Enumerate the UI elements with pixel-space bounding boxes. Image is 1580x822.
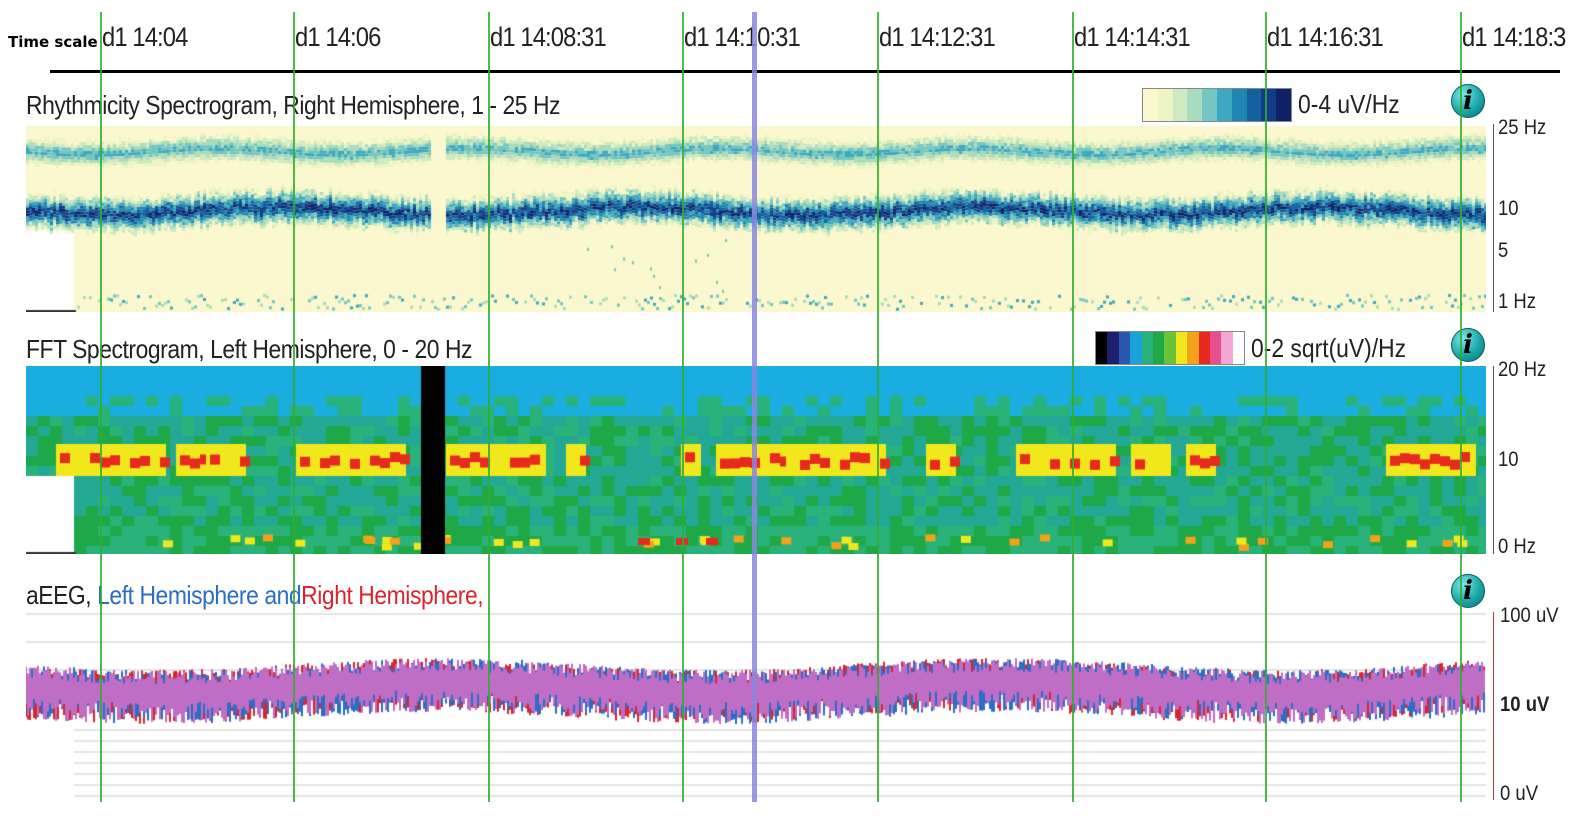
time-gridline bbox=[1265, 12, 1267, 802]
aeeg-title-prefix: aEEG, bbox=[26, 580, 92, 610]
time-gridline bbox=[682, 12, 684, 802]
time-gridline bbox=[100, 12, 102, 802]
legend-swatch bbox=[1152, 332, 1165, 364]
time-tick-label: d1 14:08:31 bbox=[490, 22, 607, 52]
legend-swatch bbox=[1232, 332, 1245, 364]
legend-swatch bbox=[1107, 332, 1119, 364]
rhythmicity-legend-text: 0-4 uV/Hz bbox=[1298, 89, 1400, 119]
fft-title: FFT Spectrogram, Left Hemisphere, 0 - 20… bbox=[26, 334, 473, 364]
legend-swatch bbox=[1187, 89, 1203, 121]
rhythmicity-axis-25: 25 Hz bbox=[1498, 116, 1547, 139]
time-gridline bbox=[293, 12, 295, 802]
legend-swatch bbox=[1175, 332, 1188, 364]
time-tick-label: d1 14:06 bbox=[295, 22, 381, 52]
aeeg-title-right: Right Hemisphere, bbox=[301, 580, 484, 610]
time-tick-label: d1 14:04 bbox=[102, 22, 188, 52]
time-gridline bbox=[877, 12, 879, 802]
legend-swatch bbox=[1164, 332, 1176, 364]
legend-swatch bbox=[1187, 332, 1199, 364]
fft-axis-10: 10 bbox=[1498, 448, 1519, 471]
aeeg-axis-10: 10 uV bbox=[1500, 693, 1550, 716]
legend-swatch bbox=[1157, 89, 1173, 121]
legend-swatch bbox=[1231, 89, 1247, 121]
aeeg-info-icon[interactable]: i bbox=[1451, 574, 1485, 608]
legend-swatch bbox=[1261, 89, 1277, 121]
rhythmicity-axis bbox=[1493, 124, 1494, 312]
legend-swatch bbox=[1141, 332, 1153, 364]
time-tick-label: d1 14:18:3 bbox=[1462, 22, 1566, 52]
rhythmicity-info-icon[interactable]: i bbox=[1451, 84, 1485, 118]
legend-swatch bbox=[1276, 89, 1291, 121]
time-tick-label: d1 14:14:31 bbox=[1074, 22, 1191, 52]
time-gridline bbox=[1072, 12, 1074, 802]
time-tick-label: d1 14:12:31 bbox=[879, 22, 996, 52]
aeeg-axis bbox=[1493, 612, 1494, 800]
fft-axis-20: 20 Hz bbox=[1498, 358, 1547, 381]
time-gridline bbox=[488, 12, 490, 802]
rhythmicity-axis-5: 5 bbox=[1498, 239, 1509, 262]
fft-axis bbox=[1493, 366, 1494, 554]
legend-swatch bbox=[1202, 89, 1217, 121]
time-gridline bbox=[1460, 12, 1462, 802]
legend-swatch bbox=[1198, 332, 1210, 364]
legend-swatch bbox=[1209, 332, 1222, 364]
time-scale-label: Time scale bbox=[8, 33, 98, 51]
fft-info-icon[interactable]: i bbox=[1451, 328, 1485, 362]
time-cursor[interactable] bbox=[752, 12, 757, 802]
legend-swatch bbox=[1246, 89, 1262, 121]
legend-swatch bbox=[1096, 332, 1108, 364]
aeeg-title-left: Left Hemisphere and bbox=[97, 580, 302, 610]
aeeg-axis-0: 0 uV bbox=[1500, 782, 1539, 805]
time-scale-rule bbox=[50, 70, 1560, 73]
legend-swatch bbox=[1172, 89, 1188, 121]
aeeg-axis-100: 100 uV bbox=[1500, 604, 1559, 627]
fft-color-legend bbox=[1095, 331, 1245, 365]
legend-swatch bbox=[1143, 89, 1158, 121]
time-tick-label: d1 14:10:31 bbox=[684, 22, 801, 52]
rhythmicity-axis-1: 1 Hz bbox=[1498, 290, 1537, 313]
legend-swatch bbox=[1118, 332, 1131, 364]
legend-swatch bbox=[1221, 332, 1233, 364]
rhythmicity-color-legend bbox=[1142, 88, 1292, 122]
legend-swatch bbox=[1130, 332, 1142, 364]
legend-swatch bbox=[1216, 89, 1232, 121]
fft-legend-text: 0-2 sqrt(uV)/Hz bbox=[1251, 333, 1407, 363]
rhythmicity-axis-10: 10 bbox=[1498, 197, 1519, 220]
time-tick-label: d1 14:16:31 bbox=[1267, 22, 1384, 52]
aeeg-title: aEEG, Left Hemisphere andRight Hemispher… bbox=[26, 580, 484, 611]
fft-axis-0: 0 Hz bbox=[1498, 535, 1537, 558]
